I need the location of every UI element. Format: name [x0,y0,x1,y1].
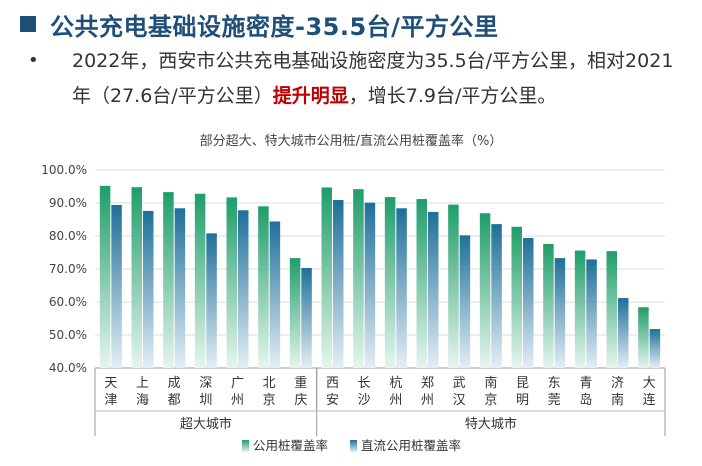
bar-public-coverage [543,243,554,368]
legend-label: 公用桩覆盖率 [253,438,328,453]
x-category-label: 成都 [168,376,181,408]
bar-public-coverage [163,192,174,368]
x-category-label: 昆明 [516,376,529,408]
x-category-label: 青岛 [579,376,592,408]
x-category-label: 重庆 [294,375,307,408]
bar-dc-coverage [649,329,661,368]
x-group-label: 特大城市 [465,416,517,432]
bar-public-coverage [131,187,142,368]
bar-dc-coverage [111,204,122,368]
x-category-label: 郑州 [421,376,434,408]
slide-title-row: 公共充电基础设施密度-35.5台/平方公里 [20,6,498,42]
x-category-label: 长沙 [358,376,371,408]
x-category-label: 广州 [231,376,244,408]
y-tick-label: 100.0% [41,163,87,177]
x-category-label: 杭州 [389,376,402,408]
y-tick-label: 70.0% [49,262,87,276]
bar-dc-coverage [174,208,186,368]
x-category-label: 南京 [484,375,497,408]
y-tick-label: 60.0% [49,295,87,309]
para-text-after: ，增长7.9台/平方公里。 [348,85,557,107]
x-category-label: 大连 [643,376,656,408]
bar-dc-coverage [143,210,154,368]
x-category-label: 天津 [104,376,117,408]
bar-public-coverage [479,213,491,368]
chart-title: 部分超大、特大城市公用桩/直流公用桩覆盖率（%） [199,134,503,149]
bar-public-coverage [194,193,206,368]
bar-dc-coverage [238,210,249,368]
bar-public-coverage [416,199,427,368]
bar-dc-coverage [333,200,344,368]
bar-public-coverage [258,206,269,368]
x-category-label: 东莞 [548,376,561,408]
bar-public-coverage [606,251,617,368]
bar-dc-coverage [618,298,629,368]
bar-dc-coverage [554,258,566,368]
x-category-label: 上海 [136,376,149,408]
x-category-label: 西安 [326,376,339,408]
bar-dc-coverage [428,211,439,368]
bar-public-coverage [384,197,396,368]
x-category-label: 北京 [263,376,276,408]
bar-public-coverage [511,226,522,368]
bar-dc-coverage [206,233,217,368]
bar-dc-coverage [364,202,376,368]
title-square-icon [20,16,36,32]
para-highlight: 提升明显 [272,85,349,107]
y-tick-label: 50.0% [49,328,87,342]
bar-dc-coverage [459,235,471,368]
bar-public-coverage [638,307,649,368]
x-category-label: 济南 [611,376,624,408]
bar-public-coverage [289,258,301,368]
y-tick-label: 80.0% [49,229,87,243]
x-group-label: 超大城市 [180,416,232,432]
bar-public-coverage [321,187,332,368]
y-tick-label: 90.0% [49,196,87,210]
bar-dc-coverage [269,221,281,368]
x-category-label: 深圳 [199,376,212,408]
bar-dc-coverage [523,237,534,368]
bar-dc-coverage [586,259,597,368]
x-category-label: 武汉 [453,376,466,408]
bar-public-coverage [353,189,364,368]
bar-public-coverage [99,185,111,368]
bar-public-coverage [574,250,586,368]
legend-label: 直流公用桩覆盖率 [361,438,461,453]
para-text-before: 2022年，西安市公共充电基础设施密度为35.5台/平方公里，相对2021年（2… [72,50,674,107]
y-tick-label: 40.0% [49,361,87,375]
legend-swatch-public [242,440,249,452]
bar-public-coverage [448,204,459,368]
summary-paragraph: 2022年，西安市公共充电基础设施密度为35.5台/平方公里，相对2021年（2… [72,44,682,114]
bar-dc-coverage [301,268,312,368]
legend-swatch-dc [350,440,357,452]
bullet-dot: • [28,50,39,71]
bar-public-coverage [226,197,237,368]
bar-dc-coverage [491,224,502,368]
slide-title: 公共充电基础设施密度-35.5台/平方公里 [50,12,499,41]
bar-dc-coverage [396,208,407,368]
